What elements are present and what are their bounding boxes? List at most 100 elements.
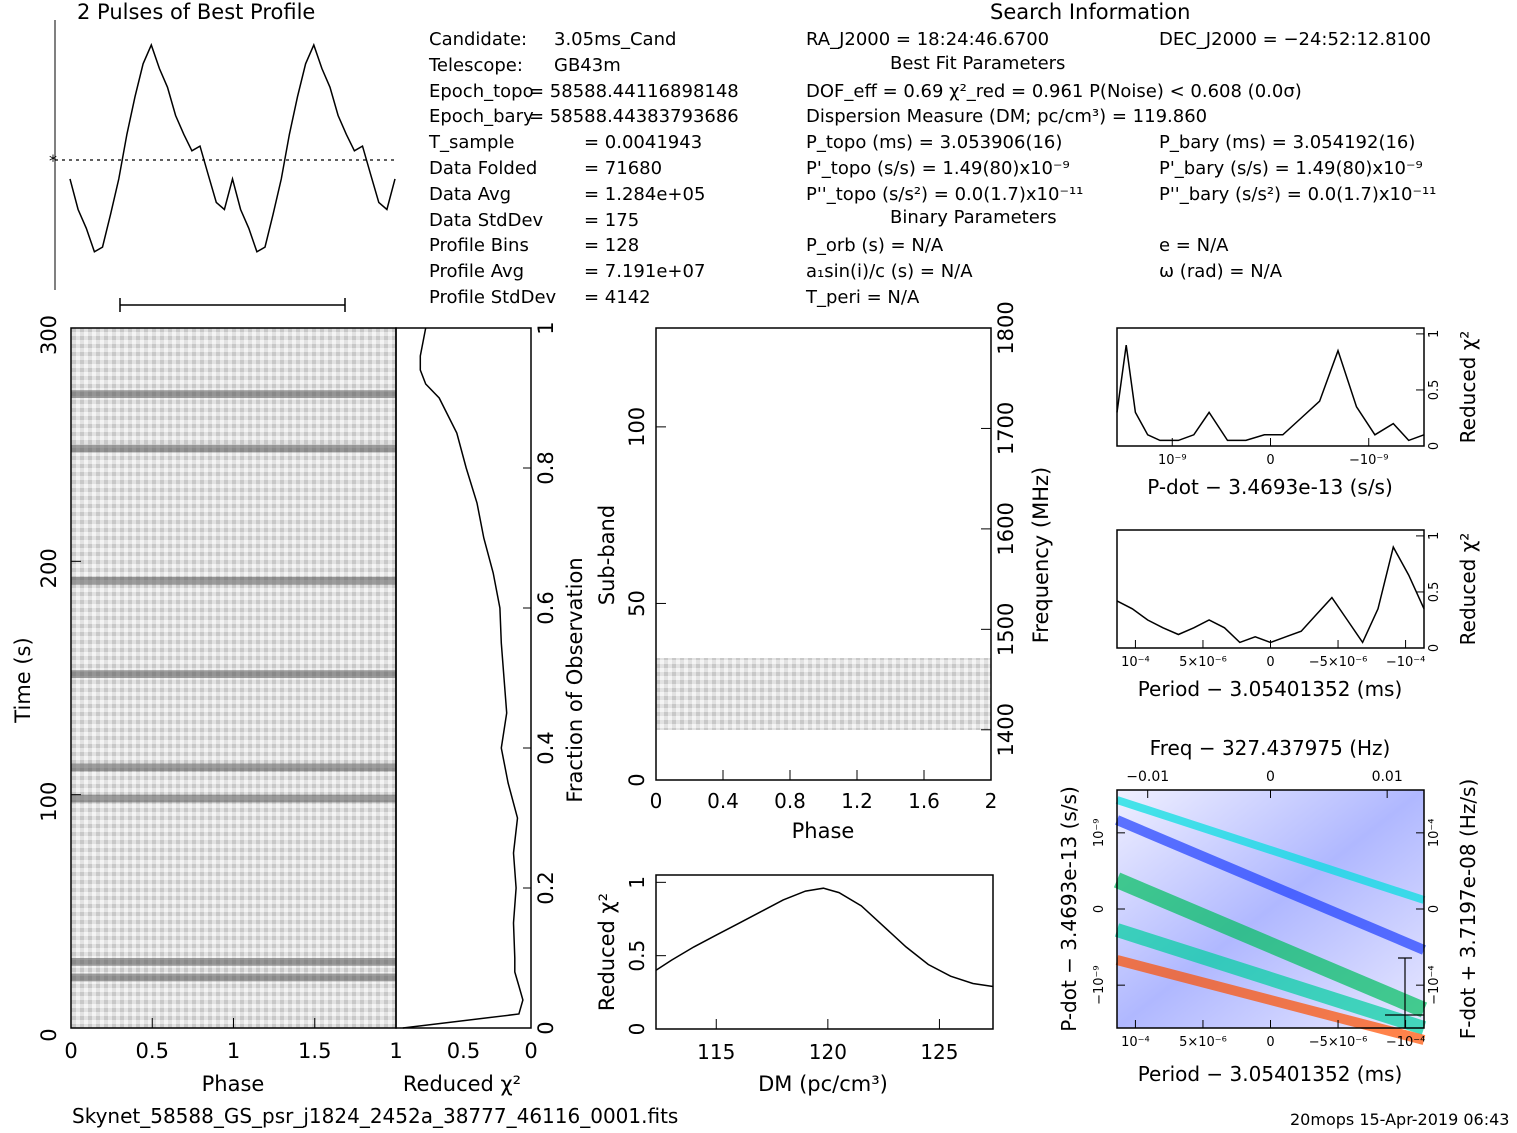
dm-xtick-label: 125 xyxy=(920,1040,958,1064)
chi-time-ytick-label: 0.2 xyxy=(534,871,558,904)
dm-xlabel: DM (pc/cm³) xyxy=(758,1072,888,1096)
subband-xtick-label: 0.8 xyxy=(774,789,806,813)
dm-panel: 115 120 125 0 0.5 1 xyxy=(625,874,994,1064)
chi-time-ytick-label: 0.6 xyxy=(534,591,558,624)
time-phase-xtick-label: 0.5 xyxy=(136,1039,169,1063)
period-line xyxy=(1116,545,1425,644)
time-phase-xlabel: Phase xyxy=(202,1072,265,1096)
p-pdot-xlabel: Period − 3.05401352 (ms) xyxy=(1138,1062,1403,1086)
time-phase-dark-row xyxy=(71,958,396,966)
info-data-stddev-value: = 175 xyxy=(584,209,640,231)
subband-data-region xyxy=(656,658,991,730)
profile-line xyxy=(69,42,396,253)
info-data-stddev-label: Data StdDev xyxy=(429,209,544,231)
subband-ytick-right-label: 1500 xyxy=(994,603,1018,656)
time-phase-dark-row xyxy=(71,763,396,772)
p-pdot-ytick-label: 0 xyxy=(1092,905,1107,913)
info-epoch-topo-value: = 58588.44116898148 xyxy=(529,80,739,102)
subband-xtick-label: 1.2 xyxy=(841,789,873,813)
time-phase-dark-row xyxy=(71,444,396,453)
chi-time-line xyxy=(402,327,524,1029)
pdot-curve-xtick-label: −10⁻⁹ xyxy=(1349,453,1389,468)
time-phase-dark-row xyxy=(71,670,396,678)
info-epoch-bary-value: = 58588.44383793686 xyxy=(529,106,739,128)
p-pdot-panel: 10⁻⁴ 5×10⁻⁶ 0 −5×10⁻⁶ −10⁻⁴ −0.01 0 0.01 10⁻⁹ 0… xyxy=(1092,769,1442,1050)
footer-stamp: 20mops 15-Apr-2019 06:43 xyxy=(1290,1110,1510,1129)
time-phase-dark-row xyxy=(71,794,396,803)
p-pdot-ytick-label: 10⁻⁹ xyxy=(1092,819,1107,848)
info-ra: RA_J2000 = 18:24:46.6700 xyxy=(806,29,1050,50)
info-tsample-label: T_sample xyxy=(429,132,515,154)
period-curve-xtick-label: 0 xyxy=(1266,655,1274,670)
chi-time-ytick-label: 0.8 xyxy=(534,451,558,484)
info-omega: ω (rad) = N/A xyxy=(1159,261,1283,283)
info-pddot-bary: P''_bary (s/s²) = 0.0(1.7)x10⁻¹¹ xyxy=(1159,183,1437,205)
chi-time-xtick-label: 0 xyxy=(524,1039,537,1063)
info-data-avg-label: Data Avg xyxy=(429,183,512,205)
p-pdot-xtick-label: −5×10⁻⁶ xyxy=(1309,1035,1368,1050)
p-pdot-y2label: F-dot + 3.7197e-08 (Hz/s) xyxy=(1456,779,1480,1040)
p-pdot-stripe xyxy=(1114,923,1427,1035)
info-porb: P_orb (s) = N/A xyxy=(806,235,944,257)
chi-time-frame xyxy=(395,327,532,1029)
subband-ylabel: Sub-band xyxy=(595,505,619,605)
info-data-folded-label: Data Folded xyxy=(429,157,538,179)
period-curve-xtick-label: 10⁻⁴ xyxy=(1121,655,1150,670)
info-pdot-topo: P'_topo (s/s) = 1.49(80)x10⁻⁹ xyxy=(806,157,1070,179)
subband-xtick-label: 0 xyxy=(650,789,663,813)
binary-title: Binary Parameters xyxy=(890,207,1057,228)
subband-ytick-right-label: 1400 xyxy=(994,703,1018,756)
period-xlabel: Period − 3.05401352 (ms) xyxy=(1138,677,1403,701)
p-pdot-xtick-label: 10⁻⁴ xyxy=(1121,1035,1150,1050)
info-tsample-value: = 0.0041943 xyxy=(584,132,703,154)
info-dec: DEC_J2000 = −24:52:12.8100 xyxy=(1159,29,1431,50)
p-pdot-ylabel: P-dot − 3.4693e-13 (s/s) xyxy=(1057,786,1081,1032)
time-phase-ytick-label: 200 xyxy=(37,548,61,588)
info-left: Candidate: 3.05ms_Cand Telescope: GB43m Ep… xyxy=(429,27,739,311)
time-phase-xtick-label: 1.5 xyxy=(298,1039,331,1063)
profile-avg-marker: * xyxy=(49,151,57,170)
subband-panel: 0 0.4 0.8 1.2 1.6 2 0 50 100 1400 1500 1600 1700 18… xyxy=(625,301,1018,813)
info-candidate-label: Candidate: xyxy=(429,29,528,50)
info-ptopo: P_topo (ms) = 3.053906(16) xyxy=(806,132,1063,154)
time-phase-ylabel: Time (s) xyxy=(11,637,35,723)
dm-xtick-label: 120 xyxy=(809,1040,847,1064)
period-curve-xtick-label: −10⁻⁴ xyxy=(1386,655,1426,670)
dm-ytick-label: 1 xyxy=(625,876,649,889)
pdot-curve-xtick-label: 10⁻⁹ xyxy=(1158,453,1187,468)
subband-xtick-label: 1.6 xyxy=(908,789,940,813)
info-pbary: P_bary (ms) = 3.054192(16) xyxy=(1159,132,1416,154)
info-profile-bins-label: Profile Bins xyxy=(429,235,529,257)
info-ecc: e = N/A xyxy=(1159,235,1229,257)
chi-time-ytick-label: 0.4 xyxy=(534,731,558,764)
period-ylabel: Reduced χ² xyxy=(1456,533,1480,646)
period-curve-ytick-label: 1 xyxy=(1427,532,1442,540)
pdot-curve-ytick-label: 0 xyxy=(1427,442,1442,450)
p-pdot-x2tick-label: 0.01 xyxy=(1372,769,1403,785)
time-phase-panel: 0 0.5 1 1.5 0 100 200 300 xyxy=(37,315,397,1063)
dm-ylabel: Reduced χ² xyxy=(595,893,619,1011)
time-phase-ytick-label: 0 xyxy=(37,1028,61,1041)
p-pdot-y2tick-label: 10⁻⁴ xyxy=(1427,819,1442,848)
search-info-title: Search Information xyxy=(990,0,1191,24)
p-pdot-x2tick-label: −0.01 xyxy=(1126,769,1169,785)
p-pdot-y2tick-label: 0 xyxy=(1427,905,1442,913)
time-phase-dark-row xyxy=(71,973,396,982)
info-profile-avg-value: = 7.191e+07 xyxy=(584,261,706,283)
info-profile-avg-label: Profile Avg xyxy=(429,261,525,283)
p-pdot-ytick-label: −10⁻⁹ xyxy=(1092,965,1107,1005)
info-pdot-bary: P'_bary (s/s) = 1.49(80)x10⁻⁹ xyxy=(1159,157,1423,179)
info-pddot-topo: P''_topo (s/s²) = 0.0(1.7)x10⁻¹¹ xyxy=(806,183,1084,205)
profile-title: 2 Pulses of Best Profile xyxy=(77,0,316,24)
time-phase-ytick-label: 300 xyxy=(37,315,61,355)
info-profile-bins-value: = 128 xyxy=(584,235,640,257)
info-epoch-topo-label: Epoch_topo xyxy=(429,80,534,102)
chi-time-ytick-label: 1 xyxy=(534,321,558,334)
info-telescope-value: GB43m xyxy=(554,54,621,76)
p-pdot-xtick-label: 5×10⁻⁶ xyxy=(1179,1035,1227,1050)
chi-time-ytick-label: 0 xyxy=(534,1021,558,1034)
subband-ytick-label: 50 xyxy=(625,590,649,617)
p-pdot-xtick-label: 0 xyxy=(1266,1035,1274,1050)
subband-ytick-right-label: 1600 xyxy=(994,502,1018,555)
time-phase-dark-row xyxy=(71,390,396,398)
